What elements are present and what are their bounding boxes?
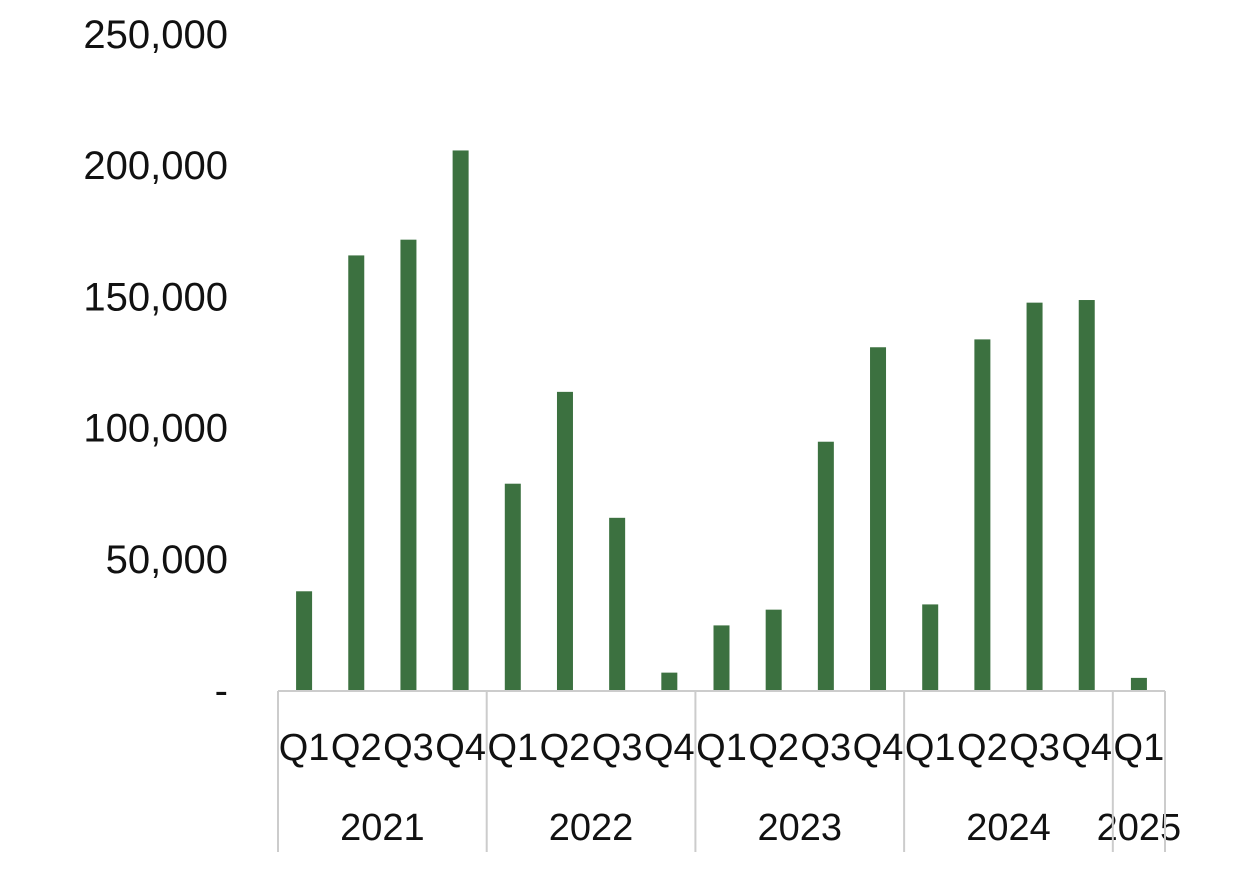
x-tick-label-quarter: Q3	[383, 727, 434, 769]
x-tick-label-quarter: Q1	[487, 727, 538, 769]
x-tick-label-quarter: Q4	[1061, 727, 1112, 769]
bars	[296, 150, 1147, 691]
bar	[661, 672, 678, 691]
x-tick-label-quarter: Q4	[644, 727, 695, 769]
bar	[400, 239, 417, 691]
y-axis: - 50,000 100,000 150,000 200,000 250,000	[83, 13, 228, 713]
x-tick-label-quarter: Q3	[592, 727, 643, 769]
y-tick-label: 200,000	[83, 144, 228, 188]
y-tick-label: 100,000	[83, 407, 228, 451]
bar	[504, 483, 521, 691]
x-tick-label-year: 2023	[757, 807, 842, 849]
bar	[765, 609, 782, 691]
bar	[922, 604, 939, 691]
x-tick-label-quarter: Q2	[331, 727, 382, 769]
x-tick-label-year: 2024	[966, 807, 1051, 849]
x-tick-label-quarter: Q2	[540, 727, 591, 769]
y-tick-label: -	[215, 669, 228, 713]
x-tick-label-quarter: Q4	[435, 727, 486, 769]
bar	[817, 441, 834, 691]
x-tick-label-quarter: Q1	[279, 727, 330, 769]
y-tick-label: 250,000	[83, 13, 228, 57]
x-tick-label-quarter: Q3	[801, 727, 852, 769]
bar	[1026, 302, 1043, 691]
bar	[296, 591, 313, 691]
bar	[556, 391, 573, 691]
x-tick-label-year: 2022	[549, 807, 634, 849]
bar	[609, 517, 626, 691]
x-tick-label-quarter: Q2	[957, 727, 1008, 769]
x-tick-label-year: 2025	[1097, 807, 1182, 849]
x-tick-label-quarter: Q1	[905, 727, 956, 769]
bar	[452, 150, 469, 691]
y-tick-label: 150,000	[83, 275, 228, 319]
x-tick-label-quarter: Q1	[1114, 727, 1165, 769]
x-tick-label-quarter: Q4	[853, 727, 904, 769]
x-tick-label-quarter: Q2	[748, 727, 799, 769]
x-tick-label-quarter: Q3	[1009, 727, 1060, 769]
bar	[1078, 300, 1095, 691]
x-tick-label-quarter: Q1	[696, 727, 747, 769]
x-tick-label-year: 2021	[340, 807, 425, 849]
y-tick-label: 50,000	[106, 538, 228, 582]
bar	[1130, 677, 1147, 691]
bar	[974, 339, 991, 691]
bar	[870, 347, 887, 691]
bar	[348, 255, 365, 691]
bar	[713, 625, 730, 691]
